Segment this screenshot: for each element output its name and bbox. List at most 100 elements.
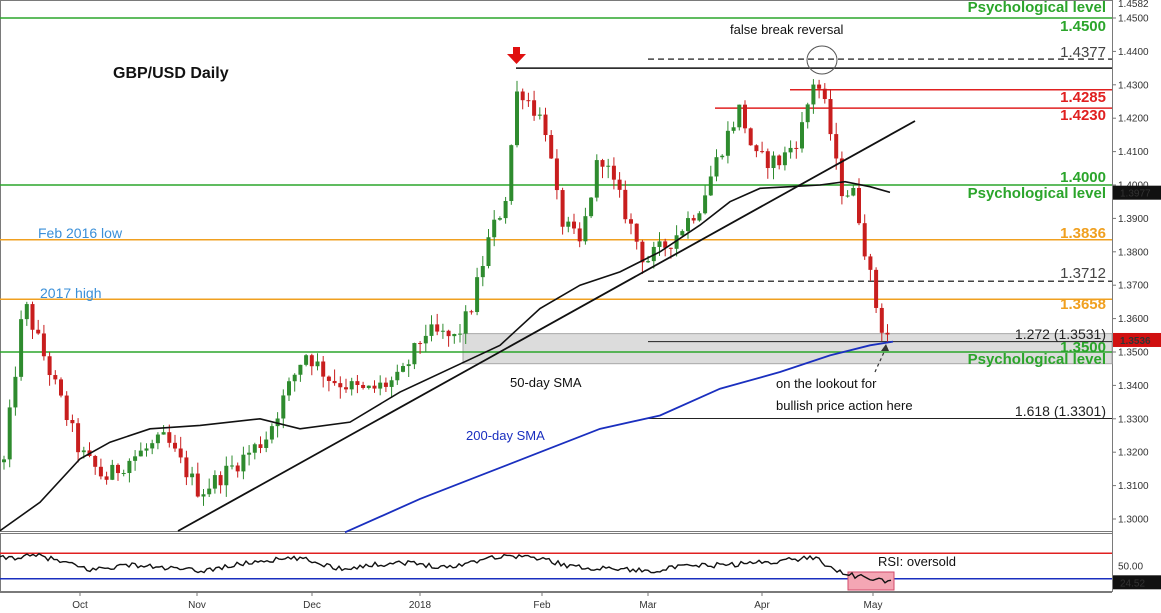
candle bbox=[617, 172, 622, 198]
candle bbox=[321, 355, 326, 388]
candle bbox=[24, 301, 29, 326]
candle-body bbox=[634, 223, 639, 242]
candle bbox=[184, 450, 189, 486]
candle bbox=[800, 111, 804, 153]
candle-body bbox=[395, 371, 400, 381]
candle-body bbox=[811, 84, 816, 105]
y-tick-label: 1.3700 bbox=[1118, 281, 1149, 292]
candle bbox=[828, 89, 833, 141]
candle-body bbox=[623, 189, 628, 220]
level-label-0-label: 1.4500 bbox=[1060, 18, 1106, 35]
y-tick-label: 1.4400 bbox=[1118, 47, 1149, 58]
level-label-5-label: 1.4285 bbox=[1060, 89, 1106, 106]
candle-body bbox=[292, 374, 297, 382]
lookout-label-line1: on the lookout for bbox=[776, 376, 877, 391]
candle bbox=[378, 375, 383, 396]
candle-body bbox=[480, 266, 485, 278]
candle-body bbox=[184, 457, 189, 478]
candle-body bbox=[862, 223, 867, 257]
candle-body bbox=[378, 382, 383, 389]
candle-body bbox=[2, 459, 6, 463]
candle bbox=[218, 471, 223, 494]
candle-body bbox=[800, 122, 804, 149]
candle bbox=[138, 442, 143, 457]
candle-body bbox=[782, 152, 787, 166]
candle-body bbox=[515, 91, 519, 146]
y-tick-label: 1.4100 bbox=[1118, 147, 1149, 158]
y-tick-label: 1.3300 bbox=[1118, 414, 1149, 425]
candle bbox=[144, 443, 149, 457]
x-tick-label-5: Mar bbox=[639, 600, 657, 611]
candle bbox=[879, 303, 884, 342]
candle bbox=[572, 213, 576, 235]
candle bbox=[201, 488, 206, 506]
candle bbox=[281, 389, 286, 429]
candle-body bbox=[497, 218, 502, 220]
candle bbox=[839, 151, 844, 205]
support-zone bbox=[462, 333, 1113, 365]
overlays bbox=[0, 45, 1112, 534]
level-label-0-label2: Psychological level bbox=[968, 0, 1106, 16]
candle-body bbox=[503, 200, 508, 219]
candle-body bbox=[326, 376, 331, 381]
rsi-label: RSI: oversold bbox=[878, 554, 956, 569]
candle-body bbox=[885, 332, 890, 335]
candle-body bbox=[640, 241, 645, 263]
candle-body bbox=[287, 381, 291, 396]
candle bbox=[401, 362, 405, 373]
candle-body bbox=[691, 218, 696, 221]
x-tick-label-6: Apr bbox=[754, 600, 770, 611]
candle-body bbox=[98, 466, 103, 477]
candle bbox=[264, 431, 269, 453]
candle-body bbox=[161, 432, 166, 435]
candle bbox=[822, 83, 827, 104]
level-label-3-label: 1.3836 bbox=[1060, 225, 1106, 242]
candle-body bbox=[697, 213, 702, 221]
candle bbox=[874, 267, 879, 313]
sma200-label: 200-day SMA bbox=[466, 428, 545, 443]
candle bbox=[110, 459, 115, 481]
candle-body bbox=[668, 247, 673, 249]
candle bbox=[606, 158, 611, 179]
y-tick-label: 1.3500 bbox=[1118, 348, 1149, 359]
candle bbox=[708, 165, 713, 197]
sma200-line bbox=[344, 340, 894, 534]
candle bbox=[361, 381, 366, 390]
candle bbox=[30, 301, 35, 339]
candle-body bbox=[492, 219, 497, 238]
candle bbox=[47, 351, 52, 386]
y-tick-label: 1.3600 bbox=[1118, 314, 1149, 325]
candle-body bbox=[224, 465, 229, 486]
candle bbox=[349, 377, 354, 396]
candle-body bbox=[805, 104, 810, 123]
candle-body bbox=[121, 473, 126, 475]
level-label-4-label: 1.3658 bbox=[1060, 296, 1106, 313]
candle bbox=[480, 255, 485, 287]
candle bbox=[463, 305, 468, 344]
candle-body bbox=[554, 158, 559, 191]
candle-body bbox=[537, 114, 542, 116]
candle-body bbox=[617, 179, 622, 190]
candle-body bbox=[788, 147, 793, 153]
y-tick-label: 1.3900 bbox=[1118, 214, 1149, 225]
false-break-circle bbox=[806, 45, 838, 75]
candle-body bbox=[714, 157, 719, 177]
candle-body bbox=[817, 84, 822, 89]
candle-body bbox=[765, 151, 770, 169]
candle-body bbox=[207, 488, 212, 495]
candle bbox=[133, 450, 138, 471]
y-top-label: 1.4582 bbox=[1118, 0, 1149, 10]
candle bbox=[121, 469, 126, 477]
candle-body bbox=[560, 190, 565, 227]
candle-body bbox=[76, 423, 81, 453]
candle bbox=[70, 414, 75, 433]
candle bbox=[435, 313, 440, 336]
rsi-line bbox=[0, 552, 892, 584]
candle bbox=[611, 157, 616, 190]
candle-body bbox=[178, 448, 183, 458]
y-axis: 1.3000 1.3100 1.3200 1.3300 1.3400 1.3500 1.36… bbox=[1112, 0, 1161, 526]
candle-body bbox=[532, 100, 537, 116]
candle bbox=[805, 102, 810, 129]
level-label-2-label: 1.3500 bbox=[1060, 339, 1106, 356]
trend-line bbox=[177, 120, 916, 532]
